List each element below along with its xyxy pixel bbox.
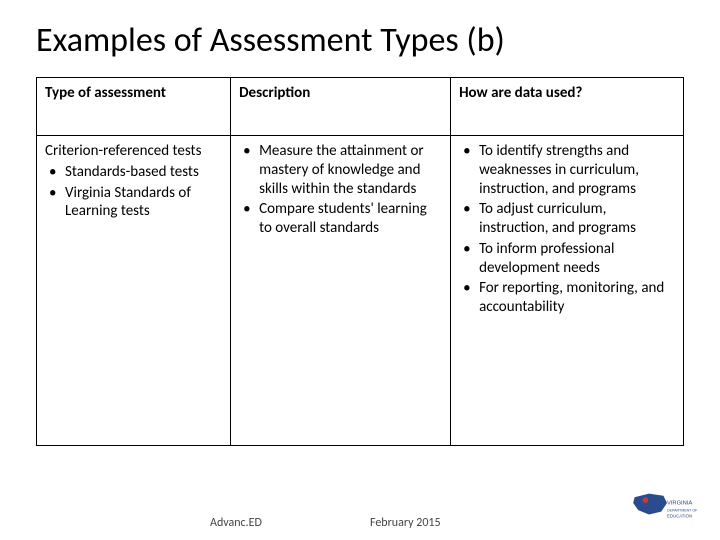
list-item: Compare students' learning to overall st… <box>239 200 442 238</box>
desc-bullet-list: Measure the attainment or mastery of kno… <box>239 142 442 238</box>
svg-text:EDUCATION: EDUCATION <box>667 513 692 518</box>
table-row: Criterion-referenced tests Standards-bas… <box>37 136 684 446</box>
virginia-doe-logo-icon: VIRGINIA DEPARTMENT OF EDUCATION <box>630 490 704 526</box>
list-item: For reporting, monitoring, and accountab… <box>459 279 675 317</box>
svg-text:DEPARTMENT OF: DEPARTMENT OF <box>667 509 698 513</box>
svg-text:VIRGINIA: VIRGINIA <box>667 500 692 506</box>
slide-footer: Advanc.ED February 2015 VIRGINIA DEPARTM… <box>0 502 720 530</box>
footer-left-text: Advanc.ED <box>210 516 262 530</box>
list-item: Measure the attainment or mastery of kno… <box>239 142 442 198</box>
cell-type: Criterion-referenced tests Standards-bas… <box>37 136 231 446</box>
assessment-table: Type of assessment Description How are d… <box>36 77 684 446</box>
list-item: Standards-based tests <box>45 163 222 182</box>
list-item: To identify strengths and weaknesses in … <box>459 142 675 198</box>
type-lead-text: Criterion-referenced tests <box>45 142 222 161</box>
slide-title: Examples of Assessment Types (b) <box>36 20 684 61</box>
cell-description: Measure the attainment or mastery of kno… <box>231 136 451 446</box>
list-item: Virginia Standards of Learning tests <box>45 184 222 222</box>
table-header-row: Type of assessment Description How are d… <box>37 78 684 136</box>
cell-data-use: To identify strengths and weaknesses in … <box>451 136 684 446</box>
list-item: To inform professional development needs <box>459 240 675 278</box>
header-type: Type of assessment <box>37 78 231 136</box>
type-bullet-list: Standards-based tests Virginia Standards… <box>45 163 222 221</box>
footer-right-text: February 2015 <box>370 516 441 530</box>
data-bullet-list: To identify strengths and weaknesses in … <box>459 142 675 317</box>
slide: Examples of Assessment Types (b) Type of… <box>0 0 720 540</box>
list-item: To adjust curriculum, instruction, and p… <box>459 200 675 238</box>
header-data-use: How are data used? <box>451 78 684 136</box>
header-description: Description <box>231 78 451 136</box>
